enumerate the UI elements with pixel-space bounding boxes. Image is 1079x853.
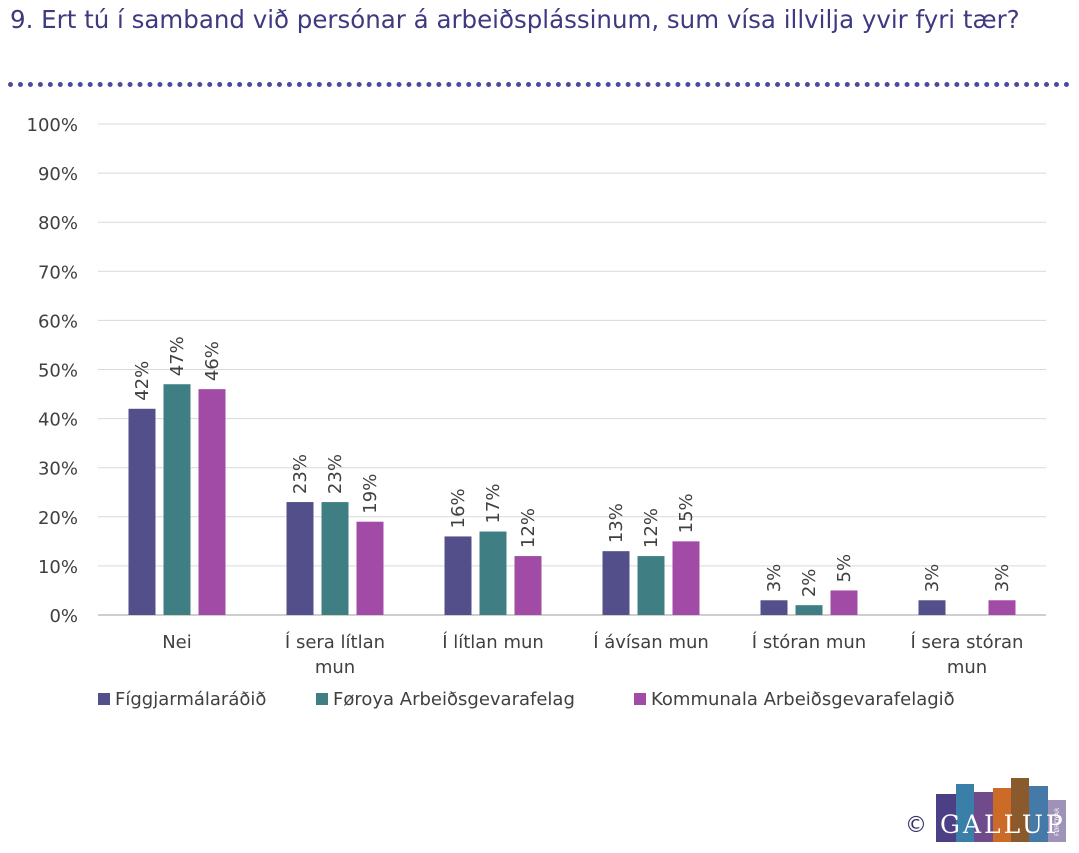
logo-text: GALLUP — [940, 810, 1066, 839]
data-label: 3% — [764, 564, 785, 593]
category-label: Í lítlan mun — [442, 631, 544, 653]
bar — [830, 590, 858, 615]
category-label: mun — [947, 657, 987, 678]
category-label: Í sera lítlan — [285, 631, 385, 653]
legend-swatch — [316, 693, 328, 705]
chart-title: 9. Ert tú í samband við persónar á arbei… — [10, 5, 1020, 34]
bar — [128, 408, 156, 615]
bar — [672, 541, 700, 615]
title-divider — [8, 82, 1070, 87]
bar — [163, 384, 191, 615]
copyright-symbol: © — [905, 813, 927, 838]
bar — [479, 531, 507, 615]
legend-swatch — [98, 693, 110, 705]
data-label: 5% — [834, 554, 855, 583]
y-tick-label: 90% — [38, 164, 78, 185]
bar — [760, 600, 788, 615]
bar — [514, 556, 542, 615]
y-tick-label: 100% — [27, 115, 78, 136]
y-tick-label: 60% — [38, 311, 78, 332]
data-label: 3% — [992, 564, 1013, 593]
y-tick-label: 50% — [38, 361, 78, 382]
bar — [795, 605, 823, 615]
data-label: 3% — [922, 564, 943, 593]
bar — [602, 551, 630, 615]
y-tick-label: 80% — [38, 213, 78, 234]
y-tick-label: 20% — [38, 508, 78, 529]
data-label: 47% — [167, 336, 188, 376]
data-label: 42% — [132, 361, 153, 401]
data-label: 46% — [202, 341, 223, 381]
data-label: 12% — [641, 508, 662, 548]
y-tick-label: 0% — [49, 606, 78, 627]
category-label: mun — [315, 657, 355, 678]
data-label: 12% — [518, 508, 539, 548]
category-label: Í sera stóran — [911, 631, 1024, 653]
y-tick-label: 70% — [38, 262, 78, 283]
legend-label: Fíggjarmálaráðið — [115, 689, 266, 710]
y-tick-label: 40% — [38, 410, 78, 431]
category-label: Nei — [162, 632, 192, 653]
data-label: 19% — [360, 474, 381, 514]
data-label: 13% — [606, 503, 627, 543]
bar — [637, 556, 665, 615]
bar-chart: 0% 10% 20% 30% 40% 50% 60% 70% 80% 90% 100% 42% 47% 4… — [27, 115, 1046, 710]
bar — [444, 536, 472, 615]
data-label: 23% — [290, 454, 311, 494]
legend-label: Kommunala Arbeiðsgevarafelagið — [651, 689, 955, 710]
gallup-logo: © GALLUP FØROYAR — [905, 778, 1066, 842]
bar — [198, 389, 226, 615]
y-tick-label: 10% — [38, 557, 78, 578]
bar — [988, 600, 1016, 615]
data-label: 17% — [483, 484, 504, 524]
category-label: Í ávísan mun — [593, 631, 709, 653]
logo-subtext: FØROYAR — [1054, 808, 1061, 836]
bar — [356, 521, 384, 615]
data-label: 2% — [799, 569, 820, 598]
bar — [286, 502, 314, 615]
bar — [918, 600, 946, 615]
bar — [321, 502, 349, 615]
data-label: 23% — [325, 454, 346, 494]
legend-label: Føroya Arbeiðsgevarafelag — [333, 689, 575, 710]
data-label: 15% — [676, 493, 697, 533]
data-label: 16% — [448, 488, 469, 528]
category-label: Í stóran mun — [752, 631, 866, 653]
y-tick-label: 30% — [38, 459, 78, 480]
legend-swatch — [634, 693, 646, 705]
